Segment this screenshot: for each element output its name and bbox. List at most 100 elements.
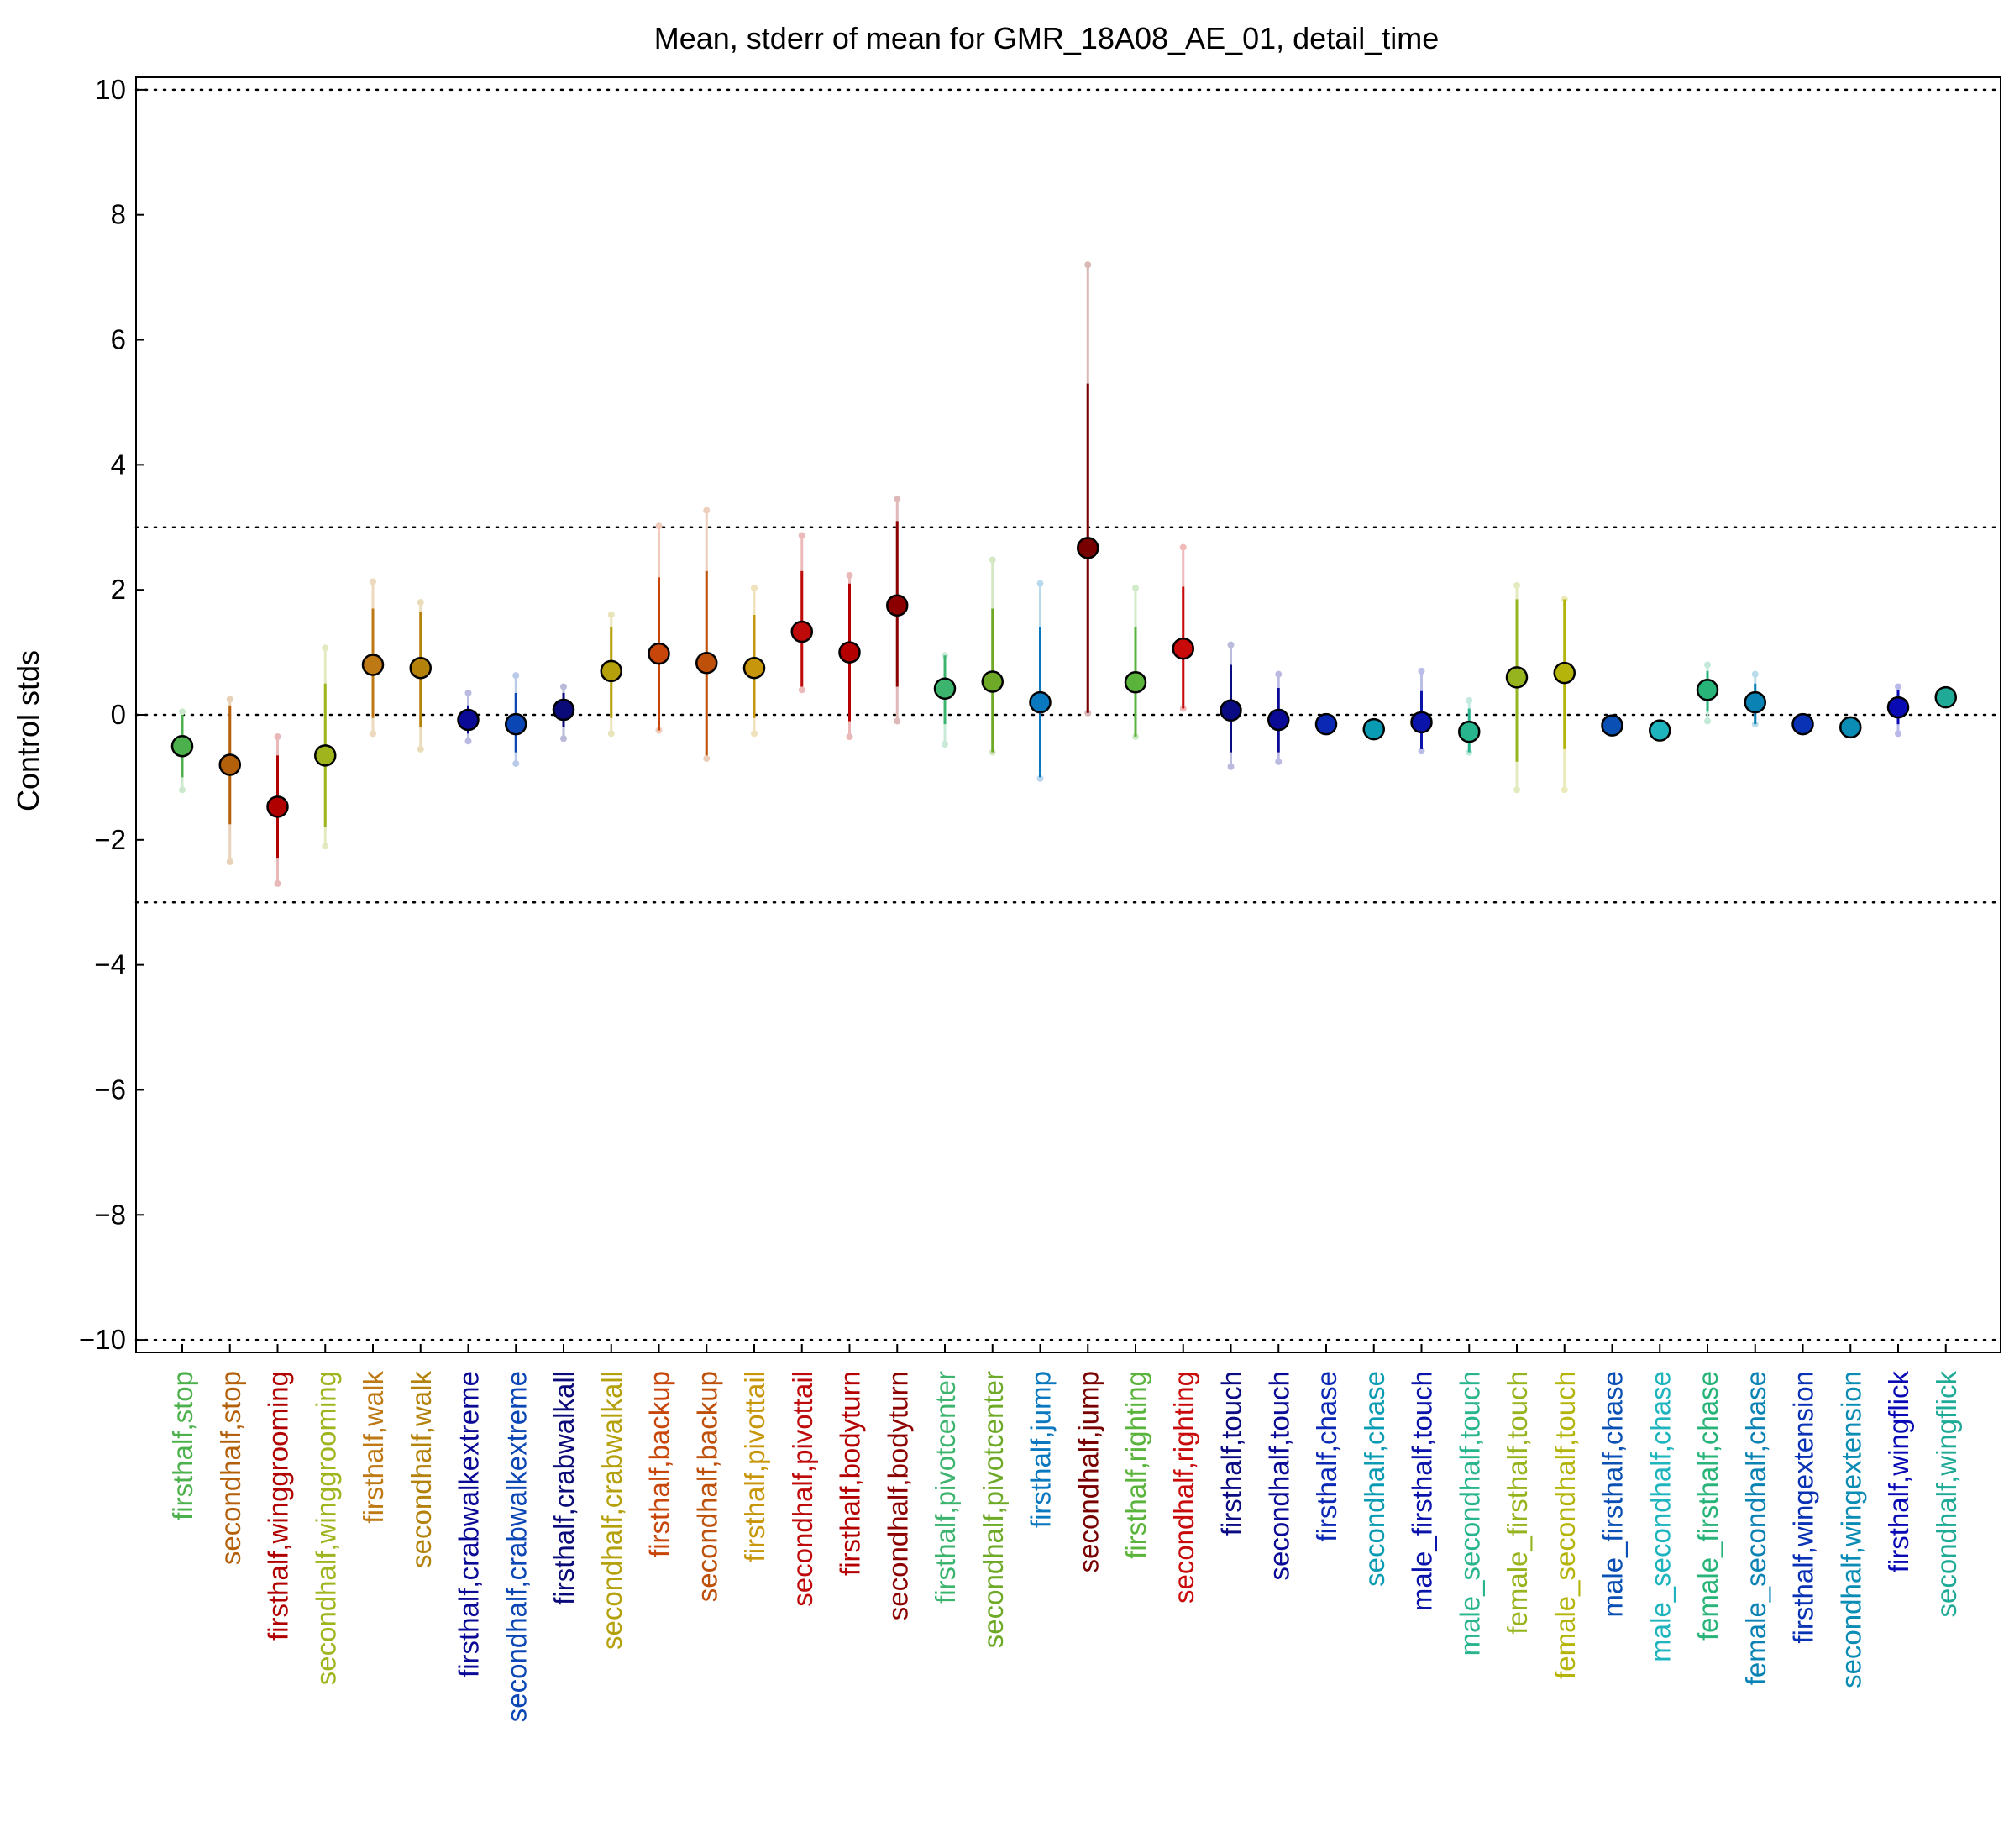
y-tick-label: −6: [94, 1074, 126, 1105]
mean-marker: [552, 698, 575, 722]
x-tick-label: male_firsthalf,chase: [1597, 1371, 1629, 1617]
range-end-dot: [512, 672, 520, 680]
data-point-group: [1029, 580, 1052, 782]
y-tick-label: 10: [95, 74, 126, 105]
mean-marker: [457, 708, 480, 732]
data-point-group: [505, 672, 527, 768]
mean-marker: [981, 670, 1004, 693]
mean-marker: [170, 734, 194, 758]
data-point-group: [1886, 683, 1910, 738]
chart-title: Mean, stderr of mean for GMR_18A08_AE_01…: [654, 21, 1440, 55]
range-end-dot: [1227, 763, 1235, 770]
x-tick-label: firsthalf,touch: [1216, 1371, 1247, 1536]
x-tick-label: secondhalf,stop: [215, 1371, 246, 1565]
mean-marker: [1886, 696, 1910, 719]
mean-marker: [1124, 671, 1147, 694]
range-end-dot: [1704, 717, 1711, 725]
x-tick-label: secondhalf,walk: [406, 1371, 437, 1568]
range-end-dot: [894, 717, 901, 725]
range-end-dot: [226, 858, 233, 865]
range-end-dot: [464, 689, 472, 696]
range-end-dot: [846, 733, 853, 741]
y-tick-label: 8: [111, 199, 126, 230]
data-point-group: [790, 532, 813, 694]
mean-marker: [1077, 537, 1099, 559]
reference-lines: [134, 88, 2002, 1341]
data-point-group: [886, 496, 909, 725]
mean-marker: [1601, 714, 1623, 737]
range-end-dot: [655, 522, 663, 530]
mean-marker: [314, 744, 337, 767]
x-tick-label: firsthalf,winggrooming: [263, 1371, 294, 1641]
y-axis: −10 −8 −6 −4 −2 0 2 4 6 8 10: [79, 74, 144, 1355]
data-marks: [170, 261, 1957, 887]
range-end-dot: [1513, 786, 1520, 794]
range-end-dot: [179, 786, 186, 794]
mean-marker: [218, 753, 241, 776]
range-end-dot: [703, 507, 711, 514]
x-tick-label: female_secondhalf,chase: [1740, 1371, 1771, 1685]
range-end-dot: [1418, 748, 1425, 755]
range-end-dot: [274, 733, 281, 741]
range-end-dot: [1227, 641, 1235, 648]
data-point-group: [218, 696, 241, 865]
x-axis-labels: firsthalf,stop secondhalf,stop firsthalf,w…: [167, 1344, 1962, 1722]
x-tick-label: firsthalf,righting: [1120, 1371, 1151, 1559]
range-end-dot: [607, 611, 615, 618]
data-point-group: [314, 644, 337, 850]
data-point-group: [361, 578, 385, 738]
mean-marker: [1362, 717, 1385, 741]
mean-marker: [1172, 637, 1194, 660]
range-end-dot: [370, 730, 376, 738]
range-end-dot: [1179, 543, 1187, 551]
x-tick-label: female_firsthalf,chase: [1692, 1371, 1723, 1641]
x-tick-label: firsthalf,crabwalkextreme: [454, 1371, 485, 1677]
mean-marker: [1314, 712, 1338, 736]
range-end-dot: [751, 584, 758, 591]
mean-marker: [695, 651, 718, 675]
range-end-dot: [1704, 661, 1711, 669]
mean-marker: [505, 712, 527, 736]
range-end-dot: [703, 755, 711, 763]
mean-marker: [886, 594, 909, 617]
mean-marker: [1791, 712, 1814, 736]
data-point-group: [933, 652, 957, 748]
mean-marker: [1934, 685, 1957, 709]
range-end-dot: [179, 708, 186, 716]
x-tick-label: secondhalf,crabwalkall: [596, 1371, 627, 1650]
x-tick-label: firsthalf,pivotcenter: [930, 1371, 961, 1604]
data-point-group: [1744, 670, 1766, 728]
mean-marker: [266, 795, 289, 818]
x-tick-label: female_secondhalf,touch: [1550, 1371, 1581, 1679]
range-end-dot: [1513, 581, 1520, 589]
range-end-dot: [846, 572, 853, 580]
mean-marker: [600, 659, 622, 683]
y-tick-label: −10: [79, 1324, 126, 1355]
data-point-group: [1791, 712, 1814, 736]
data-point-group: [838, 572, 861, 741]
data-point-group: [457, 689, 480, 745]
x-tick-label: firsthalf,bodyturn: [835, 1371, 866, 1576]
y-tick-label: 4: [111, 449, 126, 480]
mean-marker: [409, 656, 432, 680]
y-tick-label: −4: [94, 949, 126, 980]
mean-marker: [1649, 719, 1671, 742]
y-tick-label: 2: [111, 574, 126, 605]
range-end-dot: [226, 696, 233, 703]
range-end-dot: [1036, 774, 1044, 782]
range-end-dot: [989, 556, 996, 564]
data-point-group: [600, 611, 622, 738]
mean-marker: [361, 654, 385, 676]
mean-marker: [648, 642, 670, 665]
y-tick-label: −8: [94, 1199, 126, 1230]
mean-marker: [790, 620, 813, 643]
data-point-group: [552, 683, 575, 743]
x-tick-label: firsthalf,walk: [358, 1371, 389, 1524]
x-tick-label: secondhalf,touch: [1263, 1371, 1294, 1581]
mean-marker: [742, 656, 766, 680]
range-end-dot: [322, 843, 329, 850]
y-tick-label: 6: [111, 324, 126, 355]
range-end-dot: [1466, 696, 1473, 704]
range-end-dot: [894, 496, 901, 503]
x-tick-label: male_secondhalf,touch: [1454, 1371, 1485, 1656]
